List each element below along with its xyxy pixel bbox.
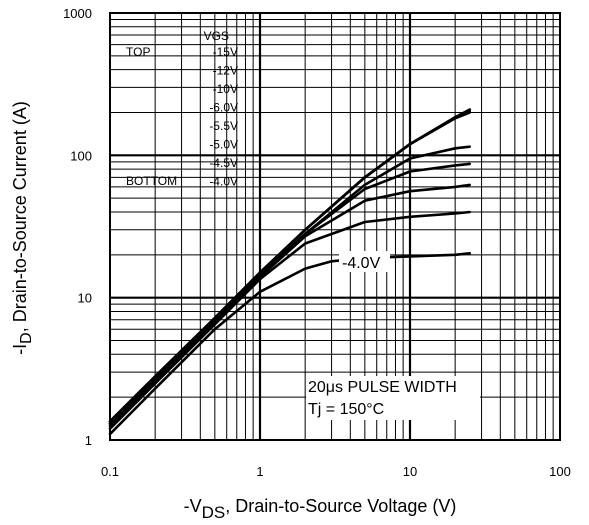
legend-entry: -12V bbox=[213, 64, 238, 78]
pulse-width-text: 20μs PULSE WIDTH bbox=[308, 379, 457, 396]
legend-entry: -15V bbox=[213, 45, 238, 59]
series-line bbox=[108, 162, 471, 426]
y-tick-labels: 1 10 100 1000 bbox=[63, 6, 92, 448]
x-tick-label: 0.1 bbox=[101, 464, 119, 479]
x-axis-title-suffix: , Drain-to-Source Voltage (V) bbox=[225, 496, 456, 516]
curve-label: -4.0V bbox=[342, 255, 381, 272]
y-axis-title-subscript: D bbox=[18, 332, 35, 344]
x-tick-labels: 0.1 1 10 100 bbox=[101, 464, 571, 479]
legend-entry: -4.5V bbox=[209, 156, 238, 170]
plot-frame bbox=[109, 12, 561, 441]
minor-gridlines bbox=[110, 13, 560, 440]
x-axis-title: -VDS, Drain-to-Source Voltage (V) bbox=[184, 496, 457, 522]
series-line bbox=[108, 111, 471, 423]
y-axis-title: -ID, Drain-to-Source Current (A) bbox=[10, 101, 35, 355]
curve-label-group: -4.0V bbox=[339, 251, 390, 272]
y-tick-label: 1 bbox=[85, 433, 92, 448]
x-tick-label: 1 bbox=[256, 464, 263, 479]
legend-bottom-label: BOTTOM bbox=[126, 174, 177, 188]
y-axis-title-prefix: -I bbox=[10, 344, 30, 355]
y-tick-label: 10 bbox=[78, 291, 92, 306]
legend-entry: -10V bbox=[213, 82, 238, 96]
legend-header: VGS bbox=[204, 29, 229, 43]
legend-entries: -15V -12V -10V -6.0V -5.5V -5.0V -4.5V -… bbox=[209, 45, 238, 189]
pulse-annotation: 20μs PULSE WIDTH Tj = 150°C bbox=[306, 376, 480, 420]
x-tick-label: 10 bbox=[403, 464, 417, 479]
legend-entry: -5.0V bbox=[209, 138, 238, 152]
x-tick-label: 100 bbox=[549, 464, 571, 479]
legend-top-label: TOP bbox=[126, 45, 150, 59]
curves bbox=[108, 108, 471, 436]
series-line bbox=[108, 183, 471, 428]
y-axis-title-suffix: , Drain-to-Source Current (A) bbox=[10, 101, 30, 332]
pulse-annotation-background bbox=[306, 376, 480, 420]
curve-label-background bbox=[339, 251, 390, 272]
legend-entry: -6.0V bbox=[209, 101, 238, 115]
x-axis-title-subscript: DS bbox=[202, 503, 226, 522]
legend-entry: -4.0V bbox=[209, 175, 238, 189]
junction-temp-text: Tj = 150°C bbox=[308, 401, 384, 418]
major-gridlines bbox=[110, 13, 560, 440]
y-tick-label: 100 bbox=[70, 148, 92, 163]
series-line bbox=[108, 210, 471, 430]
legend: VGS TOP BOTTOM -15V -12V -10V -6.0V -5.5… bbox=[126, 29, 238, 189]
y-tick-label: 1000 bbox=[63, 6, 92, 21]
legend-entry: -5.5V bbox=[209, 119, 238, 133]
series-line bbox=[108, 252, 471, 436]
x-axis-title-prefix: -V bbox=[184, 496, 202, 516]
